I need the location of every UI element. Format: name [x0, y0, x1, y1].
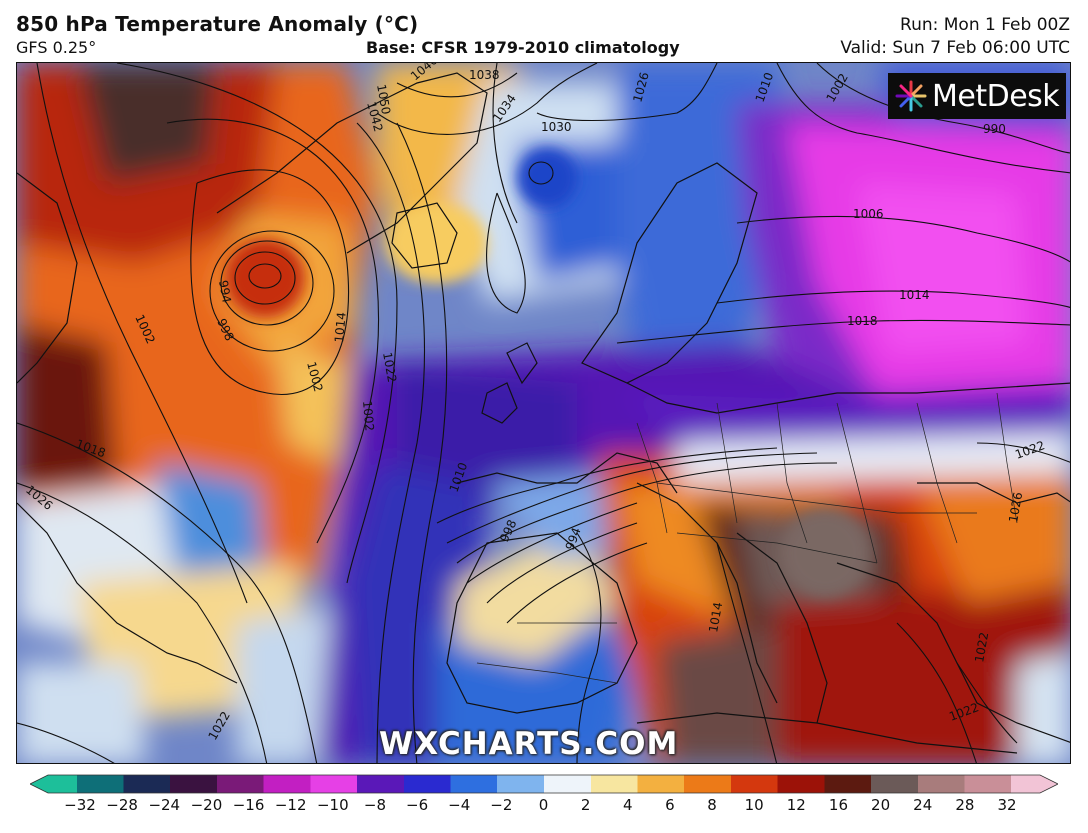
climatology-base-label: Base: CFSR 1979-2010 climatology — [366, 38, 680, 57]
isobar-label: 1038 — [469, 68, 500, 82]
colorbar-tick-label: 8 — [707, 796, 717, 814]
country-borders — [476, 392, 1018, 684]
isobar-label: 1014 — [332, 312, 349, 344]
metdesk-starburst-icon — [895, 80, 927, 112]
colorbar-tick-label: 12 — [786, 796, 806, 814]
colorbar-tick-label: 32 — [997, 796, 1017, 814]
colorbar-tick-label: −16 — [232, 796, 265, 814]
metdesk-logo: MetDesk — [888, 73, 1066, 119]
colorbar-tick-label: 28 — [955, 796, 975, 814]
colorbar-tick-label: 0 — [538, 796, 549, 814]
anomaly-field — [17, 63, 1070, 763]
colorbar-ticks: −32 −28 −24 −20 −16 −12 −10 −8 −6 −4 −2 0 2 4 6 8 10 12 16… — [0, 796, 1088, 820]
colorbar-tick-label: −24 — [148, 796, 181, 814]
isobars — [17, 63, 1070, 763]
colorbar-tick-label: −8 — [363, 796, 387, 814]
isobar-label: 1026 — [1006, 491, 1025, 524]
colorbar-tick-label: 6 — [665, 796, 675, 814]
colorbar-tick-label: −4 — [448, 796, 471, 814]
isobar-label: 1022 — [380, 351, 399, 384]
isobar-label: 1002 — [360, 400, 377, 432]
colorbar-bar — [30, 774, 1058, 794]
isobar-label: 1006 — [853, 207, 884, 221]
colorbar-tick-label: −12 — [274, 796, 307, 814]
colorbar-tick-label: 10 — [744, 796, 764, 814]
isobar-label: 1018 — [847, 314, 878, 328]
model-label: GFS 0.25° — [16, 38, 97, 57]
chart-title: 850 hPa Temperature Anomaly (°C) — [16, 12, 419, 36]
isobar-label: 1050 — [374, 83, 393, 116]
isobar-label: 1030 — [541, 120, 572, 134]
colorbar-tick-label: −28 — [106, 796, 138, 814]
coastlines — [17, 72, 1070, 754]
colorbar-tick-label: −6 — [406, 796, 429, 814]
isobar-label: 1022 — [972, 631, 991, 664]
isobar-label: 990 — [983, 122, 1006, 136]
anomaly-map[interactable]: 1046 1050 1038 1042 1034 1030 1026 1010 … — [16, 62, 1071, 764]
colorbar-tick-label: 4 — [622, 796, 633, 814]
colorbar-tick-label: 24 — [913, 796, 933, 814]
isobar-label: 1014 — [899, 288, 930, 302]
colorbar — [30, 774, 1058, 794]
run-time-label: Run: Mon 1 Feb 00Z — [900, 15, 1070, 35]
map-canvas: 1046 1050 1038 1042 1034 1030 1026 1010 … — [17, 63, 1070, 763]
colorbar-tick-label: −32 — [64, 796, 96, 814]
isobar-label: 1014 — [706, 601, 725, 634]
colorbar-tick-label: 16 — [828, 796, 848, 814]
colorbar-tick-label: −10 — [316, 796, 349, 814]
colorbar-tick-label: −20 — [190, 796, 223, 814]
colorbar-tick-label: 20 — [871, 796, 891, 814]
metdesk-logo-text: MetDesk — [932, 78, 1060, 114]
colorbar-tick-label: 2 — [580, 796, 591, 814]
colorbar-tick-label: −2 — [490, 796, 513, 814]
valid-time-label: Valid: Sun 7 Feb 06:00 UTC — [840, 38, 1070, 58]
wxcharts-watermark: WXCHARTS.COM — [379, 726, 679, 762]
isobar-label: 994 — [216, 279, 234, 304]
